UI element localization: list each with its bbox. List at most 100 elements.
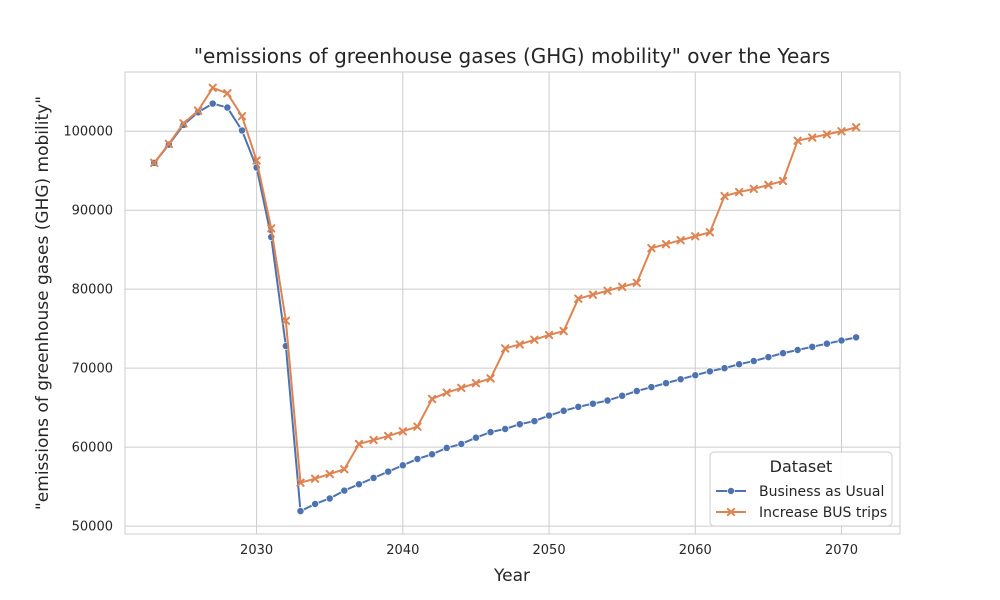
y-tick-label: 90000	[72, 204, 113, 219]
data-point	[588, 399, 597, 408]
data-point	[208, 83, 217, 92]
data-point	[354, 439, 364, 449]
data-point	[735, 360, 744, 369]
data-point	[544, 330, 554, 340]
data-point	[457, 440, 466, 448]
data-point	[471, 433, 480, 442]
data-point	[296, 478, 305, 487]
data-point	[369, 473, 378, 482]
data-point	[822, 339, 831, 348]
data-point	[501, 425, 510, 433]
data-point	[325, 469, 334, 479]
data-point	[808, 342, 817, 351]
y-tick-label: 50000	[72, 520, 113, 535]
data-point	[764, 180, 773, 190]
data-point	[632, 387, 641, 396]
legend-item: Business as Usual	[716, 484, 884, 500]
data-point	[457, 383, 466, 393]
data-point	[237, 112, 247, 121]
data-point	[545, 411, 554, 420]
data-point	[238, 126, 246, 135]
data-point	[369, 435, 378, 445]
data-point	[413, 455, 422, 463]
data-point	[720, 364, 729, 373]
legend-marker	[727, 487, 735, 495]
legend-label: Business as Usual	[759, 484, 884, 500]
x-tick-label: 2030	[240, 543, 273, 558]
data-point	[662, 379, 670, 388]
y-tick-label: 80000	[72, 283, 113, 298]
data-point	[530, 417, 539, 426]
data-point	[661, 239, 671, 249]
data-point	[749, 357, 758, 365]
data-point	[442, 443, 451, 452]
data-point	[603, 396, 612, 405]
data-point	[559, 406, 568, 415]
legend-label: Increase BUS trips	[759, 505, 887, 521]
series-layer	[150, 83, 861, 516]
data-point	[574, 294, 583, 303]
data-point	[267, 224, 276, 233]
data-point	[428, 450, 437, 459]
data-point	[208, 99, 217, 108]
data-point	[296, 507, 305, 516]
data-point	[720, 191, 729, 201]
x-tick-label: 2070	[825, 543, 858, 558]
data-point	[632, 278, 641, 288]
data-point	[442, 388, 451, 397]
chart-title: "emissions of greenhouse gases (GHG) mob…	[194, 44, 830, 68]
data-point	[193, 106, 203, 115]
data-point	[778, 176, 788, 186]
data-point	[691, 371, 700, 380]
data-point	[691, 232, 700, 241]
data-point	[471, 378, 481, 388]
data-point	[413, 422, 422, 431]
data-point	[734, 187, 744, 197]
data-point	[837, 336, 846, 345]
data-point	[398, 427, 408, 436]
legend-title: Dataset	[770, 457, 833, 476]
data-point	[500, 344, 510, 353]
data-point	[617, 282, 627, 292]
data-point	[311, 500, 320, 508]
data-point	[530, 335, 539, 344]
series-increase-bus-trips	[150, 83, 861, 487]
data-point	[559, 326, 568, 336]
data-point	[281, 316, 291, 325]
y-tick-label: 100000	[63, 125, 113, 140]
data-point	[793, 346, 802, 354]
legend-items: Business as Usual Increase BUS trips	[716, 484, 887, 521]
data-point	[427, 394, 437, 404]
data-point	[676, 375, 685, 384]
data-point	[779, 349, 787, 358]
data-point	[384, 467, 393, 476]
x-tick-label: 2060	[679, 543, 712, 558]
data-point	[325, 494, 334, 503]
legend: Dataset Business as Usual Increase BUS tr…	[709, 451, 893, 527]
data-point	[515, 420, 524, 429]
data-point	[194, 108, 203, 117]
data-point	[603, 286, 612, 295]
data-point	[486, 374, 495, 383]
data-point	[808, 133, 817, 142]
data-point	[223, 89, 232, 98]
data-point	[647, 383, 656, 392]
data-point	[164, 139, 174, 149]
data-point	[486, 428, 495, 437]
data-point	[515, 340, 525, 349]
y-axis-title: "emissions of greenhouse gases (GHG) mob…	[33, 96, 53, 510]
data-point	[574, 402, 583, 411]
data-point	[852, 333, 861, 342]
data-point	[749, 184, 758, 194]
data-point	[822, 130, 832, 139]
legend-item: Increase BUS trips	[716, 505, 887, 521]
data-point	[340, 486, 349, 495]
series-business-as-usual	[150, 99, 861, 516]
x-axis-title: Year	[493, 566, 530, 586]
data-point	[851, 123, 861, 132]
data-point	[384, 431, 393, 441]
data-point	[150, 158, 159, 168]
data-point	[179, 119, 188, 128]
